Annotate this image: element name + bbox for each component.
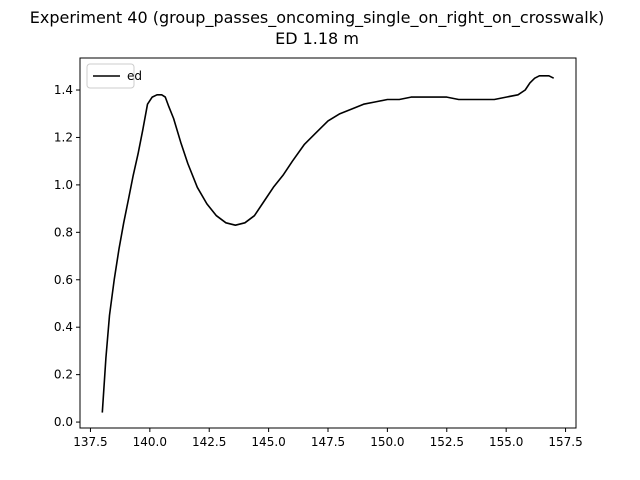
series-layer — [101, 75, 555, 413]
x-tick-label: 147.5 — [311, 435, 345, 449]
x-tick-label: 150.0 — [370, 435, 404, 449]
x-tick-label: 157.5 — [548, 435, 582, 449]
legend-label: ed — [127, 69, 142, 83]
x-tick-label: 140.0 — [133, 435, 167, 449]
x-tick-label: 142.5 — [192, 435, 226, 449]
legend: ed — [86, 63, 142, 89]
series-line-ed — [101, 75, 555, 413]
y-tick-label: 0.8 — [54, 225, 73, 239]
y-axis: 0.0 0.2 0.4 0.6 0.8 1.0 1.2 1.4 — [54, 83, 80, 429]
y-tick-label: 1.4 — [54, 83, 73, 97]
x-tick-label: 152.5 — [430, 435, 464, 449]
y-tick-label: 1.2 — [54, 130, 73, 144]
chart-subtitle: ED 1.18 m — [275, 29, 359, 48]
x-tick-label: 155.0 — [489, 435, 523, 449]
y-tick-label: 0.4 — [54, 320, 73, 334]
chart-title: Experiment 40 (group_passes_oncoming_sin… — [30, 8, 605, 28]
x-tick-label: 145.0 — [251, 435, 285, 449]
y-tick-label: 0.2 — [54, 368, 73, 382]
x-axis: 137.5 140.0 142.5 145.0 147.5 150.0 152.5 155.0… — [73, 428, 583, 449]
y-tick-label: 0.0 — [54, 415, 73, 429]
y-tick-label: 0.6 — [54, 273, 73, 287]
x-tick-label: 137.5 — [73, 435, 107, 449]
y-tick-label: 1.0 — [54, 178, 73, 192]
